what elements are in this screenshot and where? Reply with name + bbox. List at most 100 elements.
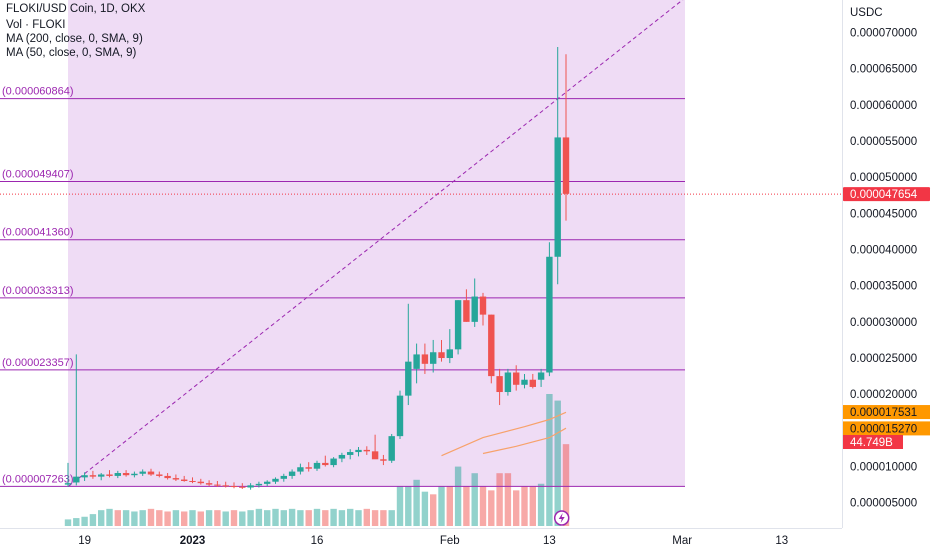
volume-bar (488, 490, 495, 526)
candle-body (562, 137, 570, 194)
fib-level-label: (0.000060864) (2, 86, 74, 98)
volume-bar (405, 486, 412, 526)
candle-body (405, 361, 412, 396)
candle-body (264, 481, 271, 484)
candle-body (131, 473, 138, 476)
time-axis-tick: 19 (78, 535, 91, 547)
volume-bar (496, 473, 503, 526)
volume-bar (479, 486, 487, 526)
candle-body (230, 486, 238, 488)
candle-body (222, 485, 229, 487)
candle-body (197, 481, 204, 484)
price-axis-tick: 0.000055000 (850, 136, 917, 148)
candle-body (122, 473, 130, 476)
ma50-indicator-label[interactable]: MA (50, close, 0, SMA, 9) (6, 47, 137, 59)
volume-indicator-label[interactable]: Vol · FLOKI (6, 19, 66, 31)
volume-bar (98, 510, 105, 526)
candle-body (546, 256, 553, 373)
price-axis-tick: 0.000010000 (850, 462, 917, 474)
candle-body (164, 475, 171, 479)
volume-bar (355, 510, 362, 526)
volume-bar (537, 483, 545, 526)
price-axis-tick: 0.000070000 (850, 28, 917, 40)
candle-body (89, 475, 97, 477)
volume-bar (347, 508, 354, 526)
candle-body (363, 449, 370, 452)
candle-body (438, 352, 445, 359)
price-axis-tick: 0.000065000 (850, 64, 917, 76)
volume-bar (504, 473, 512, 526)
volume-bar (562, 444, 570, 526)
candle-body (471, 296, 478, 322)
candle-body (181, 479, 188, 481)
volume-bar (239, 511, 246, 526)
time-axis-tick: 2023 (180, 535, 206, 547)
symbol-title[interactable]: FLOKI/USD Coin, 1D, OKX (6, 3, 146, 15)
volume-bar (297, 510, 304, 526)
candle-body (81, 475, 88, 478)
last-price-tag: 0.000047654 (850, 189, 918, 201)
volume-bar (546, 394, 553, 526)
candle-body (305, 467, 312, 469)
volume-bar (463, 486, 470, 526)
price-axis-tick: 0.000035000 (850, 281, 917, 293)
price-axis-background (842, 0, 932, 550)
time-axis-tick: Feb (440, 535, 460, 547)
candle-body (297, 467, 304, 472)
moving-average-line (441, 411, 567, 457)
volume-bar (421, 491, 429, 526)
fib-retracement-area[interactable] (68, 0, 685, 487)
candle-body (64, 483, 72, 485)
volume-bar (380, 510, 387, 526)
price-axis-tick: 0.000060000 (850, 100, 917, 112)
volume-bar (280, 510, 287, 526)
volume-bar (305, 510, 312, 526)
volume-bar (388, 510, 395, 526)
volume-bar (64, 519, 72, 526)
volume-bar (255, 508, 263, 526)
volume-bar (322, 510, 329, 526)
volume-bar (164, 511, 171, 526)
ma-value-tag-box (843, 405, 930, 420)
volume-bar (156, 510, 163, 526)
volume-bar (81, 516, 88, 526)
candle-body (521, 379, 528, 385)
fib-level-label: (0.000023357) (2, 357, 74, 369)
volume-bar (413, 479, 420, 526)
volume-bar (288, 508, 296, 526)
candle-body (288, 471, 296, 476)
volume-bar (554, 400, 561, 526)
ma-value-tag: 0.000017531 (850, 407, 917, 419)
price-axis-tick: 0.000045000 (850, 208, 917, 220)
fib-trend-line[interactable] (67, 0, 685, 488)
moving-average-line (482, 427, 567, 455)
candle-body (479, 296, 487, 315)
candle-body (338, 454, 346, 459)
time-axis-tick: Mar (672, 535, 692, 547)
candle-body (247, 485, 254, 488)
candle-body (147, 471, 155, 475)
candle-body (280, 475, 287, 479)
price-axis-tick: 0.000040000 (850, 245, 917, 257)
ma200-indicator-label[interactable]: MA (200, close, 0, SMA, 9) (6, 33, 143, 45)
volume-bar (371, 510, 379, 526)
candle-body (313, 462, 321, 469)
candle-body (537, 372, 545, 380)
volume-bar (139, 510, 146, 526)
volume-bar (446, 486, 453, 526)
volume-bar (363, 508, 370, 526)
candle-body (388, 436, 395, 461)
price-axis-tick: 0.000020000 (850, 389, 917, 401)
price-axis-tick: 0.000030000 (850, 317, 917, 329)
volume-bar (454, 466, 462, 526)
candle-body (73, 476, 80, 483)
candle-body (255, 483, 263, 486)
volume-bar (189, 510, 196, 526)
price-axis-tick: 0.000025000 (850, 353, 917, 365)
candle-body (347, 452, 354, 455)
candle-body (513, 372, 520, 385)
candle-body (172, 478, 180, 480)
time-axis-tick: 13 (775, 535, 788, 547)
ma-value-tag: 0.000015270 (850, 423, 917, 435)
